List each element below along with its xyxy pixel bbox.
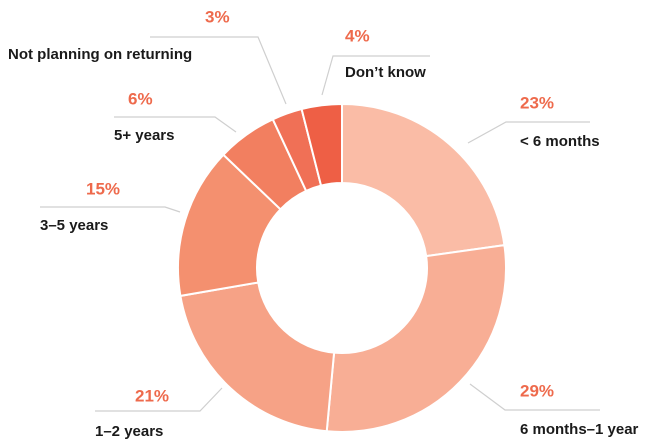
donut-slice	[325, 243, 507, 433]
leader-line	[469, 383, 600, 411]
leader-line	[321, 55, 430, 96]
leader-line	[150, 36, 287, 105]
donut-slice	[179, 281, 336, 433]
value-label: 21%	[135, 386, 169, 405]
donut-slice	[300, 102, 343, 187]
donut-slice	[341, 102, 506, 258]
leader-line	[40, 206, 181, 213]
category-label: 5+ years	[114, 127, 174, 144]
category-label: 6 months–1 year	[520, 421, 639, 438]
category-label: 3–5 years	[40, 217, 108, 234]
value-label: 23%	[520, 93, 554, 112]
leader-line	[467, 121, 590, 144]
value-label: 29%	[520, 381, 554, 400]
category-label: 1–2 years	[95, 423, 163, 440]
category-label: Don’t know	[345, 64, 426, 81]
category-label: < 6 months	[520, 133, 600, 150]
value-label: 4%	[345, 26, 370, 45]
value-label: 6%	[128, 89, 153, 108]
value-label: 15%	[86, 179, 120, 198]
category-label: Not planning on returning	[8, 46, 192, 63]
leader-line	[114, 116, 237, 133]
value-label: 3%	[205, 7, 230, 26]
leader-line	[95, 387, 223, 412]
